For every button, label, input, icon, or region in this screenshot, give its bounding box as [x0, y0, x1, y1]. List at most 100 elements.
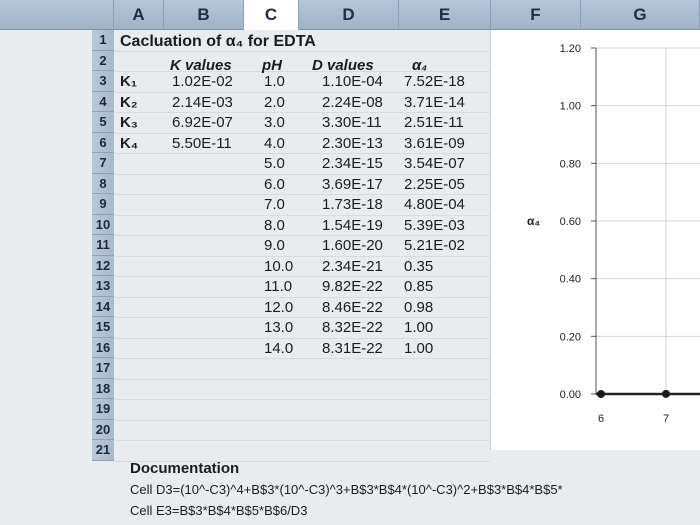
d-value-cell[interactable]: 8.46E-22	[322, 298, 383, 316]
row-gridline	[114, 296, 490, 298]
d-value-cell[interactable]: 2.34E-15	[322, 155, 383, 172]
column-header-row: A B C D E F G	[0, 0, 700, 30]
alpha4-cell[interactable]: 4.80E-04	[404, 196, 465, 213]
row-gridline	[114, 91, 490, 93]
row-gridline	[114, 419, 490, 421]
ph-cell[interactable]: 8.0	[264, 216, 285, 234]
ph-cell[interactable]: 10.0	[264, 257, 294, 275]
ph-cell[interactable]: 11.0	[264, 278, 293, 295]
k-label-cell[interactable]: K₃	[120, 114, 138, 131]
k-value-cell[interactable]: 5.50E-11	[172, 134, 232, 152]
column-header-d[interactable]: D	[299, 0, 399, 30]
d-value-cell[interactable]: 9.82E-22	[322, 278, 383, 295]
alpha4-cell[interactable]: 0.85	[404, 278, 434, 295]
alpha4-cell[interactable]: 0.98	[404, 298, 434, 316]
row-header-17[interactable]: 17	[92, 358, 114, 379]
d-value-cell[interactable]: 8.31E-22	[322, 339, 383, 357]
header-k-values[interactable]: K values	[170, 57, 232, 74]
alpha4-cell[interactable]: 3.61E-09	[404, 134, 465, 152]
d-value-cell[interactable]: 1.60E-20	[322, 237, 383, 254]
row-gridline	[114, 71, 490, 72]
documentation-title[interactable]: Documentation	[130, 460, 240, 477]
ph-cell[interactable]: 5.0	[264, 155, 285, 172]
row-header-9[interactable]: 9	[92, 194, 114, 215]
row-header-1[interactable]: 1	[92, 30, 114, 51]
alpha4-cell[interactable]: 5.39E-03	[404, 216, 465, 234]
ph-cell[interactable]: 4.0	[264, 134, 285, 152]
alpha4-cell[interactable]: 3.54E-07	[404, 155, 465, 172]
row-gridline	[114, 255, 490, 257]
ph-cell[interactable]: 2.0	[264, 93, 285, 111]
row-gridline	[114, 112, 490, 113]
row-header-18[interactable]: 18	[92, 378, 114, 399]
documentation-formula-d3[interactable]: Cell D3=(10^-C3)^4+B$3*(10^-C3)^3+B$3*B$…	[130, 482, 563, 497]
k-value-cell[interactable]: 1.02E-02	[172, 73, 233, 90]
ph-cell[interactable]: 9.0	[264, 237, 285, 254]
ph-cell[interactable]: 1.0	[264, 73, 285, 90]
row-header-19[interactable]: 19	[92, 399, 114, 420]
column-header-f[interactable]: F	[491, 0, 581, 30]
row-header-16[interactable]: 16	[92, 337, 114, 358]
row-header-12[interactable]: 12	[92, 255, 114, 276]
chart-plot: 1.20 1.00 0.80 0.60 0.40 0.20 0.00 α₄ 6 7	[527, 43, 700, 425]
row-header-10[interactable]: 10	[92, 214, 114, 235]
documentation-formula-e3[interactable]: Cell E3=B$3*B$4*B$5*B$6/D3	[130, 503, 308, 518]
header-alpha4[interactable]: α₄	[412, 57, 428, 74]
d-value-cell[interactable]: 2.24E-08	[322, 93, 383, 111]
row-header-21[interactable]: 21	[92, 440, 114, 461]
column-header-c[interactable]: C	[244, 0, 299, 30]
row-header-7[interactable]: 7	[92, 153, 114, 174]
d-value-cell[interactable]: 2.34E-21	[322, 257, 383, 275]
k-label-cell[interactable]: K₄	[120, 134, 138, 152]
alpha4-cell[interactable]: 2.51E-11	[404, 114, 464, 131]
column-header-b[interactable]: B	[164, 0, 244, 30]
ph-cell[interactable]: 7.0	[264, 196, 285, 213]
header-ph[interactable]: pH	[262, 57, 282, 74]
sheet-title[interactable]: Cacluation of α₄ for EDTA	[120, 33, 316, 50]
row-header-11[interactable]: 11	[92, 235, 114, 256]
alpha4-cell[interactable]: 1.00	[404, 319, 434, 336]
row-header-5[interactable]: 5	[92, 112, 114, 133]
row-header-6[interactable]: 6	[92, 132, 114, 153]
d-value-cell[interactable]: 3.69E-17	[322, 175, 383, 193]
row-header-2[interactable]: 2	[92, 50, 114, 71]
row-header-15[interactable]: 15	[92, 317, 114, 338]
alpha4-chart[interactable]: 1.20 1.00 0.80 0.60 0.40 0.20 0.00 α₄ 6 7	[490, 30, 700, 450]
d-value-cell[interactable]: 1.10E-04	[322, 73, 383, 90]
d-value-cell[interactable]: 1.54E-19	[322, 216, 383, 234]
d-value-cell[interactable]: 1.73E-18	[322, 196, 383, 213]
column-header-a[interactable]: A	[114, 0, 164, 30]
d-value-cell[interactable]: 2.30E-13	[322, 134, 383, 152]
ph-cell[interactable]: 14.0	[264, 339, 294, 357]
column-header-g[interactable]: G	[581, 0, 700, 30]
row-gridline	[114, 153, 490, 154]
row-header-13[interactable]: 13	[92, 276, 114, 297]
row-header-3[interactable]: 3	[92, 71, 114, 92]
alpha4-cell[interactable]: 7.52E-18	[404, 73, 465, 90]
alpha4-cell[interactable]: 1.00	[404, 339, 434, 357]
header-d-values[interactable]: D values	[312, 57, 374, 74]
alpha4-cell[interactable]: 0.35	[404, 257, 434, 275]
k-label-cell[interactable]: K₂	[120, 93, 138, 111]
alpha4-cell[interactable]: 3.71E-14	[404, 93, 465, 111]
alpha4-cell[interactable]: 2.25E-05	[404, 175, 465, 193]
x-tick-label: 6	[598, 413, 604, 425]
select-all-corner[interactable]	[92, 0, 114, 30]
ph-cell[interactable]: 12.0	[264, 298, 294, 316]
ph-cell[interactable]: 3.0	[264, 114, 285, 131]
ph-cell[interactable]: 13.0	[264, 319, 294, 336]
k-value-cell[interactable]: 6.92E-07	[172, 114, 233, 131]
row-header-20[interactable]: 20	[92, 419, 114, 440]
k-label-cell[interactable]: K₁	[120, 73, 138, 90]
column-header-e[interactable]: E	[399, 0, 491, 30]
row-header-4[interactable]: 4	[92, 91, 114, 112]
row-gridline	[114, 235, 490, 236]
row-gridline	[114, 276, 490, 277]
row-header-14[interactable]: 14	[92, 296, 114, 317]
d-value-cell[interactable]: 8.32E-22	[322, 319, 383, 336]
ph-cell[interactable]: 6.0	[264, 175, 285, 193]
alpha4-cell[interactable]: 5.21E-02	[404, 237, 465, 254]
k-value-cell[interactable]: 2.14E-03	[172, 93, 233, 111]
row-header-8[interactable]: 8	[92, 173, 114, 194]
d-value-cell[interactable]: 3.30E-11	[322, 114, 382, 131]
